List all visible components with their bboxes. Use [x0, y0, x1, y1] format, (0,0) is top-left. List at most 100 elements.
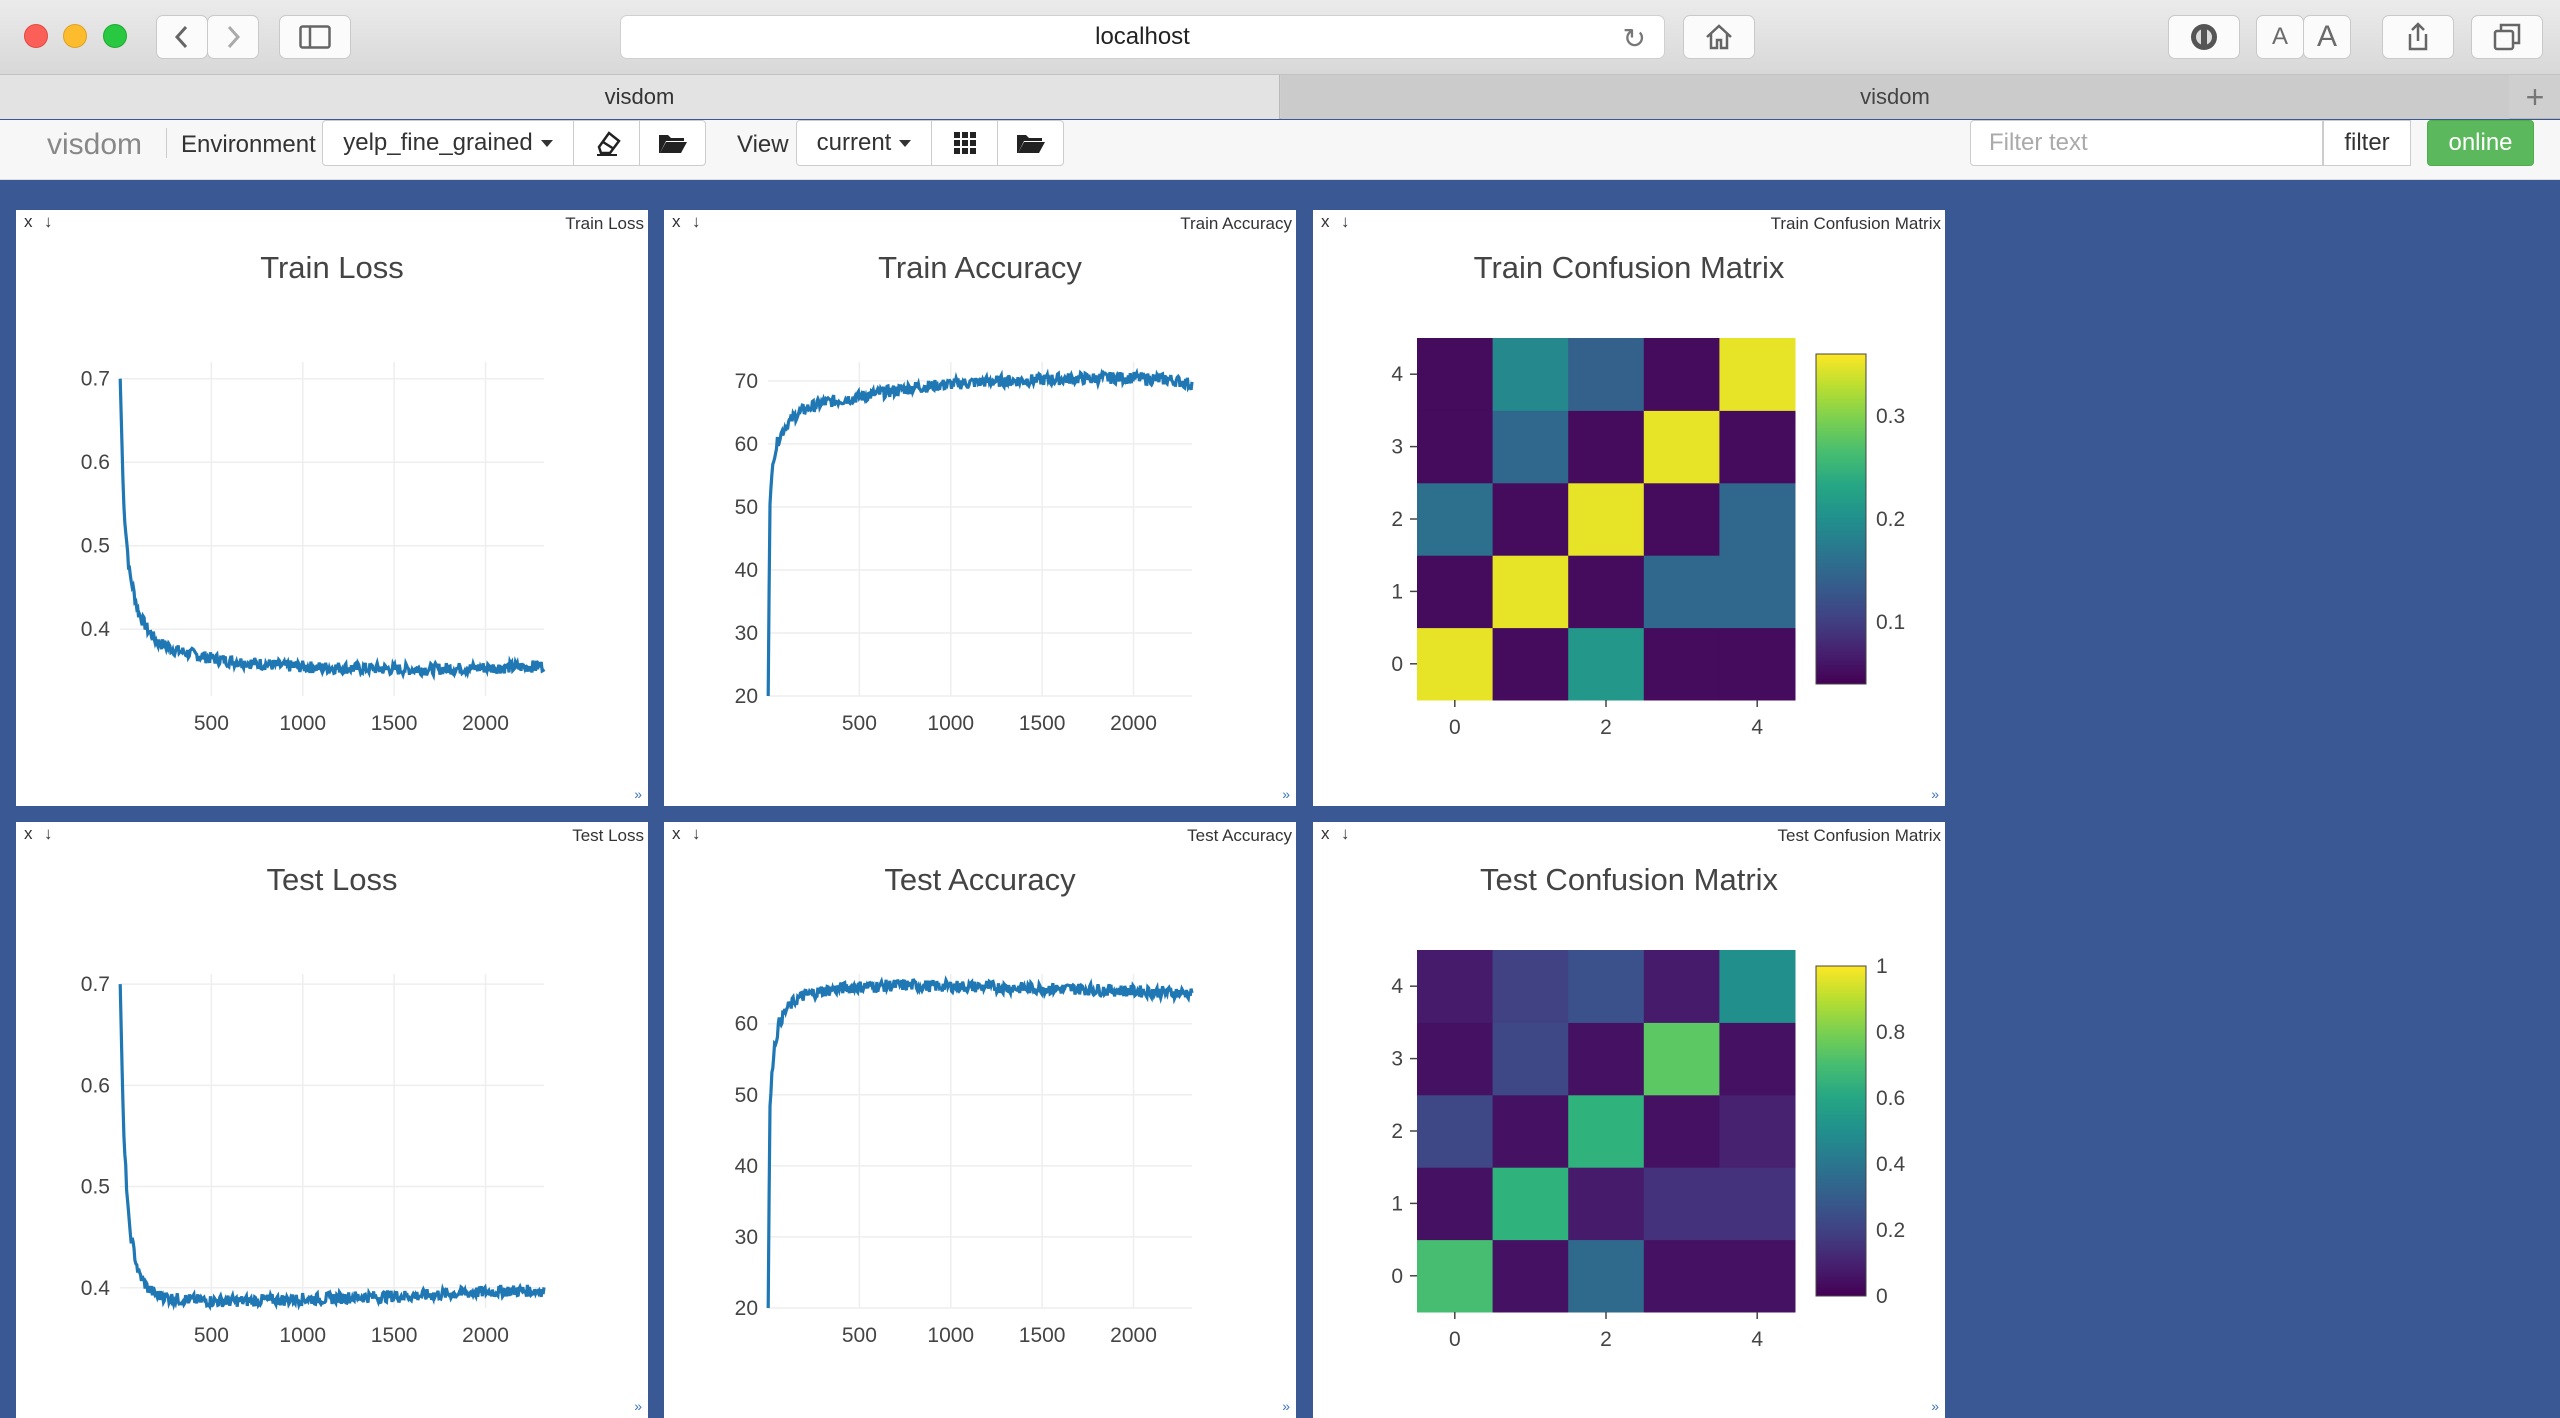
- download-icon[interactable]: ↓: [44, 212, 53, 231]
- heatmap-cell: [1417, 338, 1494, 411]
- heatmap-cell: [1719, 1239, 1796, 1313]
- resize-handle-icon[interactable]: »: [1282, 1398, 1290, 1414]
- heatmap-cell: [1568, 950, 1645, 1023]
- reload-icon[interactable]: ↻: [1622, 23, 1646, 54]
- close-window-button[interactable]: [24, 24, 48, 48]
- resize-handle-icon[interactable]: »: [634, 786, 642, 802]
- heatmap-cell: [1492, 1239, 1569, 1313]
- resize-handle-icon[interactable]: »: [634, 1398, 642, 1414]
- download-icon[interactable]: ↓: [44, 824, 53, 843]
- home-button[interactable]: [1683, 15, 1755, 59]
- heatmap-cell: [1568, 410, 1645, 484]
- heatmap-cell: [1643, 627, 1720, 701]
- heatmap-cell: [1492, 1167, 1569, 1241]
- tabs-overview-button[interactable]: [2471, 15, 2543, 59]
- heatmap-cell: [1719, 482, 1796, 556]
- x-tick-label: 0: [1449, 1328, 1461, 1351]
- download-icon[interactable]: ↓: [1341, 824, 1350, 843]
- close-icon[interactable]: x: [24, 824, 33, 843]
- y-tick-label: 0: [1391, 1265, 1403, 1288]
- extension-button[interactable]: [2168, 15, 2240, 59]
- x-tick-label: 2000: [462, 712, 509, 735]
- address-bar[interactable]: localhost ↻: [620, 15, 1665, 59]
- view-select[interactable]: current: [796, 120, 932, 166]
- back-button[interactable]: [156, 15, 208, 59]
- forward-button[interactable]: [207, 15, 259, 59]
- close-icon[interactable]: x: [24, 212, 33, 231]
- pane-test-loss[interactable]: 500 1000 1500 2000 0.4 0.5 0.6 0.7 x ↓ Test Loss Te…: [16, 822, 648, 1418]
- y-tick-label: 50: [735, 496, 758, 519]
- y-tick-label: 0.7: [81, 368, 110, 391]
- resize-handle-icon[interactable]: »: [1931, 786, 1939, 802]
- heatmap-cell: [1643, 1167, 1720, 1241]
- pane-train-confusion[interactable]: 0 1 2 3 4 0 2 4 0.1 0.2 0.3 x ↓ Train Confusion Matri…: [1313, 210, 1945, 806]
- plot-area: 500 1000 1500 2000 0.4 0.5 0.6 0.7: [81, 973, 546, 1347]
- pane-test-accuracy[interactable]: 500 1000 1500 2000 20 30 40 50 60 x ↓ Test Accuracy…: [664, 822, 1296, 1418]
- heatmap-cell: [1643, 410, 1720, 484]
- y-tick-label: 0.4: [81, 1277, 111, 1300]
- heatmap-cell: [1643, 1022, 1720, 1096]
- pane-header[interactable]: x ↓ Test Accuracy: [664, 822, 1296, 848]
- resize-handle-icon[interactable]: »: [1282, 786, 1290, 802]
- close-icon[interactable]: x: [1321, 212, 1330, 231]
- pane-train-loss[interactable]: 500 1000 1500 2000 0.4 0.5 0.6 0.7 x ↓ Train Loss T…: [16, 210, 648, 806]
- x-tick-label: 500: [194, 1324, 229, 1347]
- sidebar-toggle-button[interactable]: [279, 15, 351, 59]
- pane-test-confusion[interactable]: 0 1 2 3 4 0 2 4 0 0.2 0.4 0.6 0.8 1 x ↓ Test Confusion M…: [1313, 822, 1945, 1418]
- filter-button[interactable]: filter: [2323, 120, 2411, 166]
- clear-env-button[interactable]: [573, 120, 640, 166]
- heatmap-cell: [1643, 1239, 1720, 1313]
- close-icon[interactable]: x: [672, 212, 681, 231]
- heatmap-cell: [1492, 482, 1569, 556]
- resize-handle-icon[interactable]: »: [1931, 1398, 1939, 1414]
- manage-views-button[interactable]: [997, 120, 1064, 166]
- heatmap-cell: [1568, 627, 1645, 701]
- filter-text-input[interactable]: Filter text: [1970, 120, 2323, 166]
- pane-train-accuracy[interactable]: 500 1000 1500 2000 20 30 40 50 60 70 x ↓ Train Accur…: [664, 210, 1296, 806]
- x-tick-label: 2: [1600, 1328, 1612, 1351]
- heatmap-cell: [1719, 627, 1796, 701]
- new-tab-button[interactable]: +: [2510, 75, 2560, 119]
- share-button[interactable]: [2382, 15, 2454, 59]
- text-larger-button[interactable]: A: [2303, 15, 2351, 59]
- x-tick-label: 1500: [371, 712, 418, 735]
- caret-down-icon: [899, 139, 912, 147]
- y-tick-label: 4: [1391, 363, 1403, 386]
- y-tick-label: 60: [735, 433, 758, 456]
- tab-visdom-2[interactable]: visdom: [1281, 75, 2509, 119]
- manage-env-button[interactable]: [639, 120, 706, 166]
- close-icon[interactable]: x: [1321, 824, 1330, 843]
- y-tick-label: 40: [735, 1155, 758, 1178]
- plot-area: 0 1 2 3 4 0 2 4 0 0.2 0.4 0.6 0.8 1: [1391, 950, 1906, 1351]
- x-tick-label: 1500: [371, 1324, 418, 1347]
- plus-icon: +: [2525, 78, 2545, 115]
- environment-select[interactable]: yelp_fine_grained: [322, 120, 574, 166]
- repack-button[interactable]: [931, 120, 998, 166]
- heatmap-cell: [1643, 1094, 1720, 1168]
- download-icon[interactable]: ↓: [1341, 212, 1350, 231]
- pane-header[interactable]: x ↓ Test Confusion Matrix: [1313, 822, 1945, 848]
- y-tick-label: 2: [1391, 508, 1403, 531]
- minimize-window-button[interactable]: [63, 24, 87, 48]
- x-tick-label: 500: [194, 712, 229, 735]
- series-line: [766, 975, 1194, 1309]
- pane-header[interactable]: x ↓ Train Confusion Matrix: [1313, 210, 1945, 236]
- text-smaller-button[interactable]: A: [2256, 15, 2304, 59]
- heatmap-cell: [1492, 555, 1569, 629]
- heatmap-cell: [1417, 482, 1494, 556]
- zoom-window-button[interactable]: [103, 24, 127, 48]
- online-status-button[interactable]: online: [2427, 120, 2534, 166]
- tab-visdom-1[interactable]: visdom: [0, 75, 1280, 119]
- pane-header[interactable]: x ↓ Test Loss: [16, 822, 648, 848]
- close-icon[interactable]: x: [672, 824, 681, 843]
- pane-header[interactable]: x ↓ Train Loss: [16, 210, 648, 236]
- pane-header[interactable]: x ↓ Train Accuracy: [664, 210, 1296, 236]
- url-text: localhost: [1095, 23, 1190, 50]
- download-icon[interactable]: ↓: [692, 212, 701, 231]
- heatmap-cell: [1568, 482, 1645, 556]
- environment-value: yelp_fine_grained: [343, 129, 533, 156]
- chevron-left-icon: [174, 25, 188, 49]
- chevron-right-icon: [227, 25, 241, 49]
- download-icon[interactable]: ↓: [692, 824, 701, 843]
- colorbar-tick-label: 0.2: [1876, 508, 1905, 531]
